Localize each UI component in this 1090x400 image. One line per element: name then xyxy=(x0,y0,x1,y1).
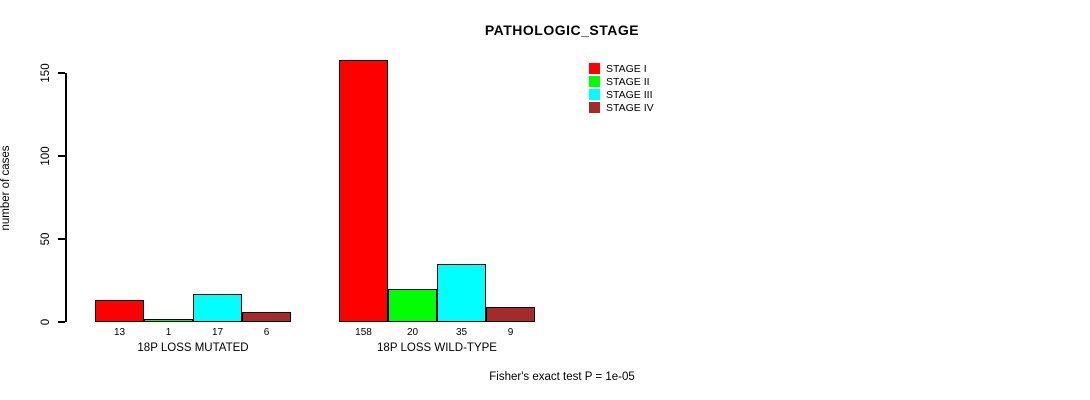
bar-value-label-stage-iv-18p-loss-wild-type: 9 xyxy=(507,327,514,338)
bar-stage-iv-18p-loss-wild-type xyxy=(486,307,535,322)
legend-item-stage-iii: STAGE III xyxy=(589,88,654,101)
legend-swatch-stage-ii xyxy=(589,76,600,87)
bar-value-label-stage-iv-18p-loss-mutated: 6 xyxy=(263,327,270,338)
y-tick-150 xyxy=(58,72,65,74)
bar-stage-ii-18p-loss-wild-type xyxy=(388,288,437,322)
bar-value-label-stage-i-18p-loss-mutated: 13 xyxy=(113,327,126,338)
legend-label-stage-iii: STAGE III xyxy=(606,88,653,101)
legend-label-stage-iv: STAGE IV xyxy=(606,101,654,114)
bar-stage-iii-18p-loss-wild-type xyxy=(437,263,486,322)
y-tick-label-100: 100 xyxy=(40,146,52,166)
bar-stage-iv-18p-loss-mutated xyxy=(242,312,291,322)
legend-label-stage-ii: STAGE II xyxy=(606,75,650,88)
y-tick-0 xyxy=(58,321,65,323)
legend-swatch-stage-iv xyxy=(589,102,600,113)
bar-value-label-stage-i-18p-loss-wild-type: 158 xyxy=(355,327,372,338)
bar-value-label-stage-ii-18p-loss-mutated: 1 xyxy=(165,327,172,338)
y-axis-line xyxy=(65,73,67,322)
y-tick-label-50: 50 xyxy=(40,232,52,246)
legend-item-stage-iv: STAGE IV xyxy=(589,101,654,114)
bar-stage-ii-18p-loss-mutated xyxy=(144,319,193,322)
legend-item-stage-i: STAGE I xyxy=(589,62,654,75)
group-label-18p-loss-wild-type: 18P LOSS WILD-TYPE xyxy=(377,342,497,354)
legend-swatch-stage-i xyxy=(589,63,600,74)
y-tick-label-0: 0 xyxy=(40,318,52,326)
legend-item-stage-ii: STAGE II xyxy=(589,75,654,88)
group-label-18p-loss-mutated: 18P LOSS MUTATED xyxy=(137,342,249,354)
annotation-text: Fisher's exact test P = 1e-05 xyxy=(489,371,635,383)
y-tick-50 xyxy=(58,238,65,240)
chart-title: PATHOLOGIC_STAGE xyxy=(484,22,640,38)
y-tick-100 xyxy=(58,155,65,157)
bar-value-label-stage-ii-18p-loss-wild-type: 20 xyxy=(406,327,419,338)
y-axis-label: number of cases xyxy=(0,145,12,231)
bar-stage-i-18p-loss-mutated xyxy=(95,300,144,322)
bar-value-label-stage-iii-18p-loss-wild-type: 35 xyxy=(455,327,468,338)
bar-stage-iii-18p-loss-mutated xyxy=(193,293,242,322)
legend: STAGE I STAGE II STAGE III STAGE IV xyxy=(589,62,654,114)
y-tick-label-150: 150 xyxy=(40,63,52,83)
bar-value-label-stage-iii-18p-loss-mutated: 17 xyxy=(211,327,224,338)
legend-label-stage-i: STAGE I xyxy=(606,62,647,75)
legend-swatch-stage-iii xyxy=(589,89,600,100)
bar-stage-i-18p-loss-wild-type xyxy=(339,59,388,322)
